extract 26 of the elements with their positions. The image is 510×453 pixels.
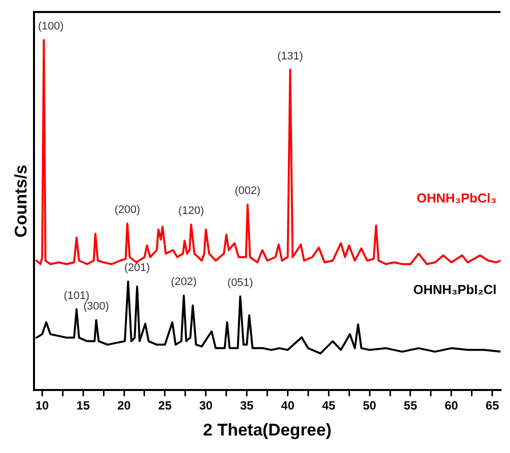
text: OHNH₃PbI₂Cl xyxy=(413,282,497,297)
annotation: (300) xyxy=(83,300,110,313)
x-tick-label: 40 xyxy=(281,398,295,413)
annotation: (100) xyxy=(38,20,64,33)
annotation: (051) xyxy=(227,276,254,289)
x-tick-label: 60 xyxy=(444,398,458,413)
x-axis-title: 2 Theta(Degree) xyxy=(203,420,332,440)
annotation: (101) xyxy=(64,290,90,302)
annotation: (002) xyxy=(234,185,260,198)
x-tick-label: 30 xyxy=(199,398,213,413)
x-tick-label: 35 xyxy=(240,398,254,413)
annotation: (202) xyxy=(170,276,197,288)
annotation: (201) xyxy=(124,262,150,274)
x-tick-label: 20 xyxy=(117,398,132,413)
y-axis-title: Counts/s xyxy=(12,164,31,238)
x-tick-label: 15 xyxy=(76,398,90,413)
annotation: (131) xyxy=(277,50,304,62)
x-tick-label: 10 xyxy=(36,398,50,413)
annotation: (120) xyxy=(178,205,204,218)
annotation: (200) xyxy=(114,204,140,216)
x-tick-label: 65 xyxy=(486,398,500,413)
x-tick-label: 25 xyxy=(158,398,172,413)
x-tick-label: 45 xyxy=(322,398,336,413)
x-tick-label: 50 xyxy=(362,398,377,413)
x-tick-label: 55 xyxy=(404,398,418,413)
text: OHNH₃PbCl₃ xyxy=(416,190,497,206)
